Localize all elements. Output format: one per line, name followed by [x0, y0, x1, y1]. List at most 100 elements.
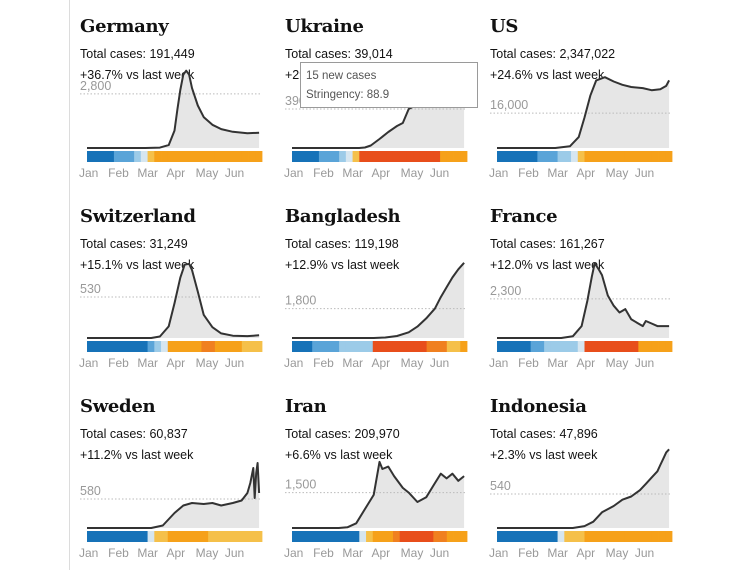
weekly-change: +24.6% vs last week [490, 68, 604, 82]
stringency-segment [235, 151, 243, 162]
stringency-segment [208, 341, 216, 352]
stringency-segment [413, 531, 421, 542]
stringency-segment [460, 531, 468, 542]
stringency-segment [638, 341, 646, 352]
month-label: Jan [489, 356, 508, 370]
stringency-segment [325, 341, 333, 352]
month-label: Apr [167, 546, 186, 560]
country-name: Germany [80, 16, 169, 37]
stringency-segment [544, 341, 552, 352]
month-label: Mar [342, 166, 363, 180]
stringency-segment [544, 151, 552, 162]
reference-label: 16,000 [490, 98, 528, 112]
stringency-segment [571, 341, 579, 352]
stringency-segment [187, 531, 196, 542]
stringency-segment [194, 341, 202, 352]
stringency-segment [530, 531, 538, 542]
month-label: Jan [79, 166, 98, 180]
stringency-segment [181, 151, 189, 162]
stringency-segment [167, 531, 175, 542]
seven-day-average-line [497, 262, 670, 339]
country-name: Indonesia [490, 396, 587, 417]
month-label: Jan [79, 356, 98, 370]
month-label: Mar [547, 166, 568, 180]
total-cases-value: 31,249 [149, 237, 188, 251]
seven-day-average-line [292, 460, 465, 529]
month-label: Feb [108, 546, 129, 560]
stringency-segment [503, 531, 511, 542]
daily-cases-area [87, 463, 260, 528]
stringency-segment [399, 341, 407, 352]
country-panel-france: France Total cases: 161,267 +12.0% vs last… [480, 200, 680, 385]
stringency-segment [305, 151, 313, 162]
total-cases-label: Total cases: [80, 47, 150, 61]
stringency-segment [167, 341, 175, 352]
stringency-segment [564, 341, 572, 352]
case-chart: 1,800 Jan Feb Mar Apr May Jun [284, 262, 468, 370]
stringency-segment [604, 151, 612, 162]
stringency-segment [140, 341, 148, 352]
stringency-segment [591, 151, 599, 162]
seven-day-average-line [497, 448, 670, 529]
month-label: Apr [577, 546, 596, 560]
month-label: May [196, 546, 219, 560]
month-label: Mar [342, 356, 363, 370]
daily-cases-area [292, 262, 465, 338]
reference-label: 1,500 [285, 478, 316, 492]
total-cases-value: 119,198 [354, 237, 399, 251]
stringency-segment [174, 531, 182, 542]
stringency-segment [120, 341, 128, 352]
weekly-change: +2.3% vs last week [490, 448, 597, 462]
stringency-segment [544, 531, 552, 542]
month-label: Jun [225, 356, 244, 370]
stringency-segment [453, 531, 461, 542]
stringency-segment [453, 341, 461, 352]
stringency-segment [651, 531, 659, 542]
case-chart: 16,000 Jan Feb Mar Apr May Jun [489, 76, 673, 180]
weekly-change: +6.6% vs last week [285, 448, 392, 462]
case-chart: 2,800 Jan Feb Mar Apr May Jun [79, 69, 263, 180]
hover-tooltip: 15 new cases Stringency: 88.9 [300, 62, 478, 108]
weekly-change: +11.2% vs last week [80, 448, 193, 462]
stringency-segment [440, 151, 448, 162]
stringency-segment [604, 531, 612, 542]
stringency-segment [134, 341, 142, 352]
weekly-change-label: vs last week [532, 258, 605, 272]
seven-day-average-line [87, 262, 260, 339]
stringency-segment [406, 151, 414, 162]
country-panel-iran: Iran Total cases: 209,970 +6.6% vs last we… [275, 390, 475, 575]
daily-cases-area [292, 81, 465, 148]
stringency-segment [406, 341, 414, 352]
seven-day-average-line [87, 462, 261, 529]
stringency-segment [201, 341, 209, 352]
total-cases-value: 60,837 [149, 427, 188, 441]
stringency-segment [154, 531, 162, 542]
stringency-segment [453, 151, 461, 162]
weekly-change-value: +12.0% [490, 258, 533, 272]
month-label: Jan [284, 166, 303, 180]
country-panel-switzerland: Switzerland Total cases: 31,249 +15.1% vs … [70, 200, 270, 385]
case-chart: 580 Jan Feb Mar Apr May Jun [79, 462, 263, 560]
total-cases: Total cases: 119,198 [285, 237, 399, 251]
stringency-segment [460, 151, 468, 162]
stringency-segment [228, 151, 236, 162]
total-cases-label: Total cases: [490, 47, 560, 61]
stringency-segment [386, 151, 394, 162]
weekly-change-value: +11.2% [80, 448, 122, 462]
stringency-segment [161, 151, 169, 162]
stringency-segment [577, 151, 585, 162]
stringency-segment [392, 531, 401, 542]
stringency-segment [597, 531, 606, 542]
stringency-segment [127, 531, 135, 542]
stringency-segment [658, 531, 666, 542]
weekly-change-label: vs last week [327, 258, 400, 272]
stringency-segment [100, 151, 108, 162]
month-label: May [606, 356, 629, 370]
stringency-segment [305, 341, 313, 352]
total-cases-value: 209,970 [354, 427, 400, 441]
stringency-segment [631, 341, 639, 352]
left-divider [69, 0, 70, 570]
stringency-segment [345, 341, 353, 352]
daily-cases-area [87, 263, 260, 338]
stringency-segment [87, 151, 95, 162]
